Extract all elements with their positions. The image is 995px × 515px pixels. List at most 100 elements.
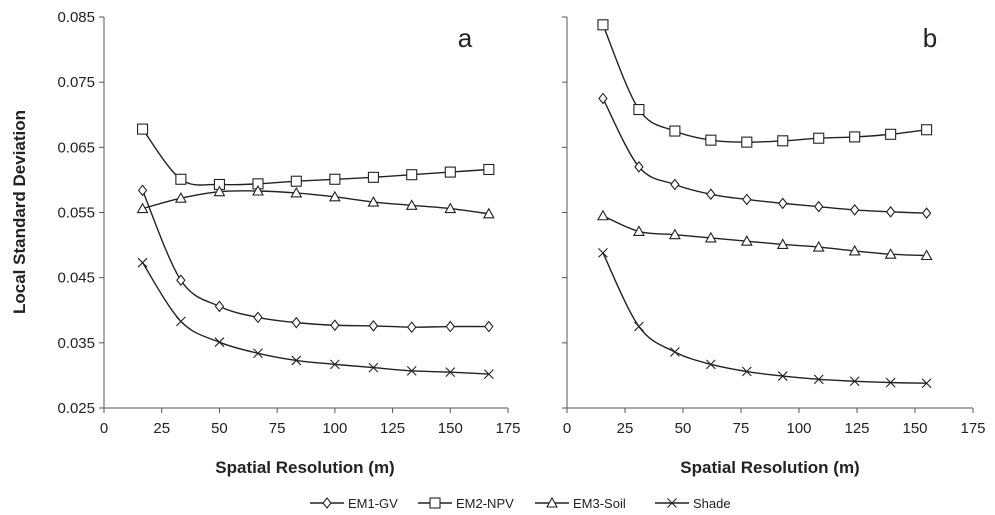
data-point-em1-gv-a [445,320,455,333]
data-point-em2-npv-a [175,173,187,185]
panel-a: Local Standard Deviation a Spatial Resol… [10,9,521,477]
x-tick-label-a: 175 [495,420,520,437]
data-point-shade-b [921,378,932,389]
series-em1-gv-b [598,92,932,220]
data-point-em3-soil-a [328,190,341,202]
data-point-shade-a [445,367,456,378]
data-point-em2-npv-b [849,131,861,143]
x-tick-label-a: 25 [153,420,170,437]
data-point-shade-a [214,337,225,348]
data-point-em1-gv-a [253,311,263,324]
series-em3-soil-b [597,209,933,261]
x-tick-label-b: 50 [675,420,692,437]
panel-label-b: b [923,23,937,53]
data-point-em3-soil-b [632,225,645,236]
x-tick-label-a: 100 [322,420,347,437]
data-point-em1-gv-a [330,319,340,332]
data-point-em2-npv-a [483,163,495,176]
data-point-shade-a [368,362,379,373]
data-point-em3-soil-b [884,248,897,259]
data-point-em2-npv-a [406,169,418,181]
x-tick-label-a: 125 [380,420,405,437]
x-axis-title-a: Spatial Resolution (m) [215,458,394,477]
data-point-em3-soil-b [812,240,825,252]
data-point-em1-gv-b [598,92,608,105]
x-axis-title-b: Spatial Resolution (m) [680,458,859,477]
data-point-em1-gv-a [291,316,302,329]
series-em3-soil-a [136,184,495,219]
data-point-em1-gv-b [670,178,680,191]
data-point-em2-npv-b [777,135,789,147]
data-point-em3-soil-b [704,231,717,243]
data-point-shade-b [634,321,644,332]
data-point-em3-soil-a [174,192,187,203]
data-point-em1-gv-a [176,274,186,287]
legend-label: EM3-Soil [573,496,626,511]
legend: EM1-GV EM2-NPV EM3-Soil Shade [310,496,731,511]
data-point-em2-npv-b [705,134,717,146]
data-point-shade-b [813,374,824,385]
data-point-em1-gv-b [742,193,752,206]
data-point-em1-gv-b [885,205,896,218]
data-point-em3-soil-a [290,186,303,198]
legend-label: Shade [693,496,731,511]
legend-marker-em3-soil [546,496,558,508]
series-em2-npv-a [137,123,495,191]
series-line-em1-gv-b [602,98,927,214]
data-point-em1-gv-b [921,207,932,220]
data-point-shade-b [669,347,680,357]
x-tick-label-a: 50 [211,420,228,437]
data-point-em1-gv-b [778,197,788,210]
data-point-shade-a [175,316,186,327]
data-point-em3-soil-a [136,202,149,214]
data-point-em2-npv-a [137,123,149,135]
data-point-shade-b [885,377,896,388]
data-point-em3-soil-a [367,195,380,207]
plot-area-b: 0 25 50 75 100 125 150 175 [562,16,986,437]
data-point-shade-a [483,369,494,380]
data-point-em2-npv-b [921,124,933,136]
y-tick-label-a: 0.065 [57,139,95,156]
series-line-em2-npv-b [602,24,927,143]
legend-label: EM2-NPV [456,496,514,511]
data-point-em2-npv-a [367,171,379,183]
series-em1-gv-a [137,184,494,334]
plot-area-a: 0.025 0.035 0.045 0.055 0.065 0.075 0.085 0 25 50… [57,9,520,437]
legend-item-em1-gv: EM1-GV [310,496,398,511]
x-tick-label-b: 75 [733,420,750,437]
x-tick-label-a: 150 [438,420,463,437]
data-point-em3-soil-a [444,202,457,214]
y-tick-label-a: 0.055 [57,205,95,222]
data-point-em2-npv-a [444,166,456,178]
x-tick-label-b: 100 [786,420,811,437]
data-point-em3-soil-b [597,209,609,221]
legend-item-shade: Shade [655,496,731,511]
data-point-em3-soil-b [776,238,789,249]
data-point-em2-npv-b [813,132,825,144]
data-point-em2-npv-a [329,173,341,185]
data-point-shade-b [741,366,752,377]
data-point-shade-b [598,248,608,258]
x-tick-label-b: 175 [960,420,985,437]
data-point-em1-gv-b [634,161,644,173]
data-point-em2-npv-b [633,103,645,116]
x-tick-label-b: 125 [844,420,869,437]
data-point-em1-gv-a [137,184,148,197]
data-point-shade-a [406,365,417,376]
series-line-shade-b [602,252,927,384]
legend-item-em2-npv: EM2-NPV [418,496,514,511]
data-point-em2-npv-b [669,125,681,137]
data-point-em3-soil-b [848,244,861,256]
data-point-shade-a [137,257,148,268]
series-line-em1-gv-a [141,190,489,328]
y-tick-label-a: 0.035 [57,335,95,352]
data-point-em3-soil-b [668,228,681,240]
data-point-shade-b [705,359,716,370]
y-tick-label-a: 0.025 [57,400,95,417]
data-point-em1-gv-b [814,200,824,213]
series-em2-npv-b [597,19,933,148]
legend-marker-shade [667,498,677,508]
data-point-em3-soil-a [252,184,264,196]
data-point-em2-npv-b [741,136,753,148]
x-tick-label-b: 0 [563,420,571,437]
